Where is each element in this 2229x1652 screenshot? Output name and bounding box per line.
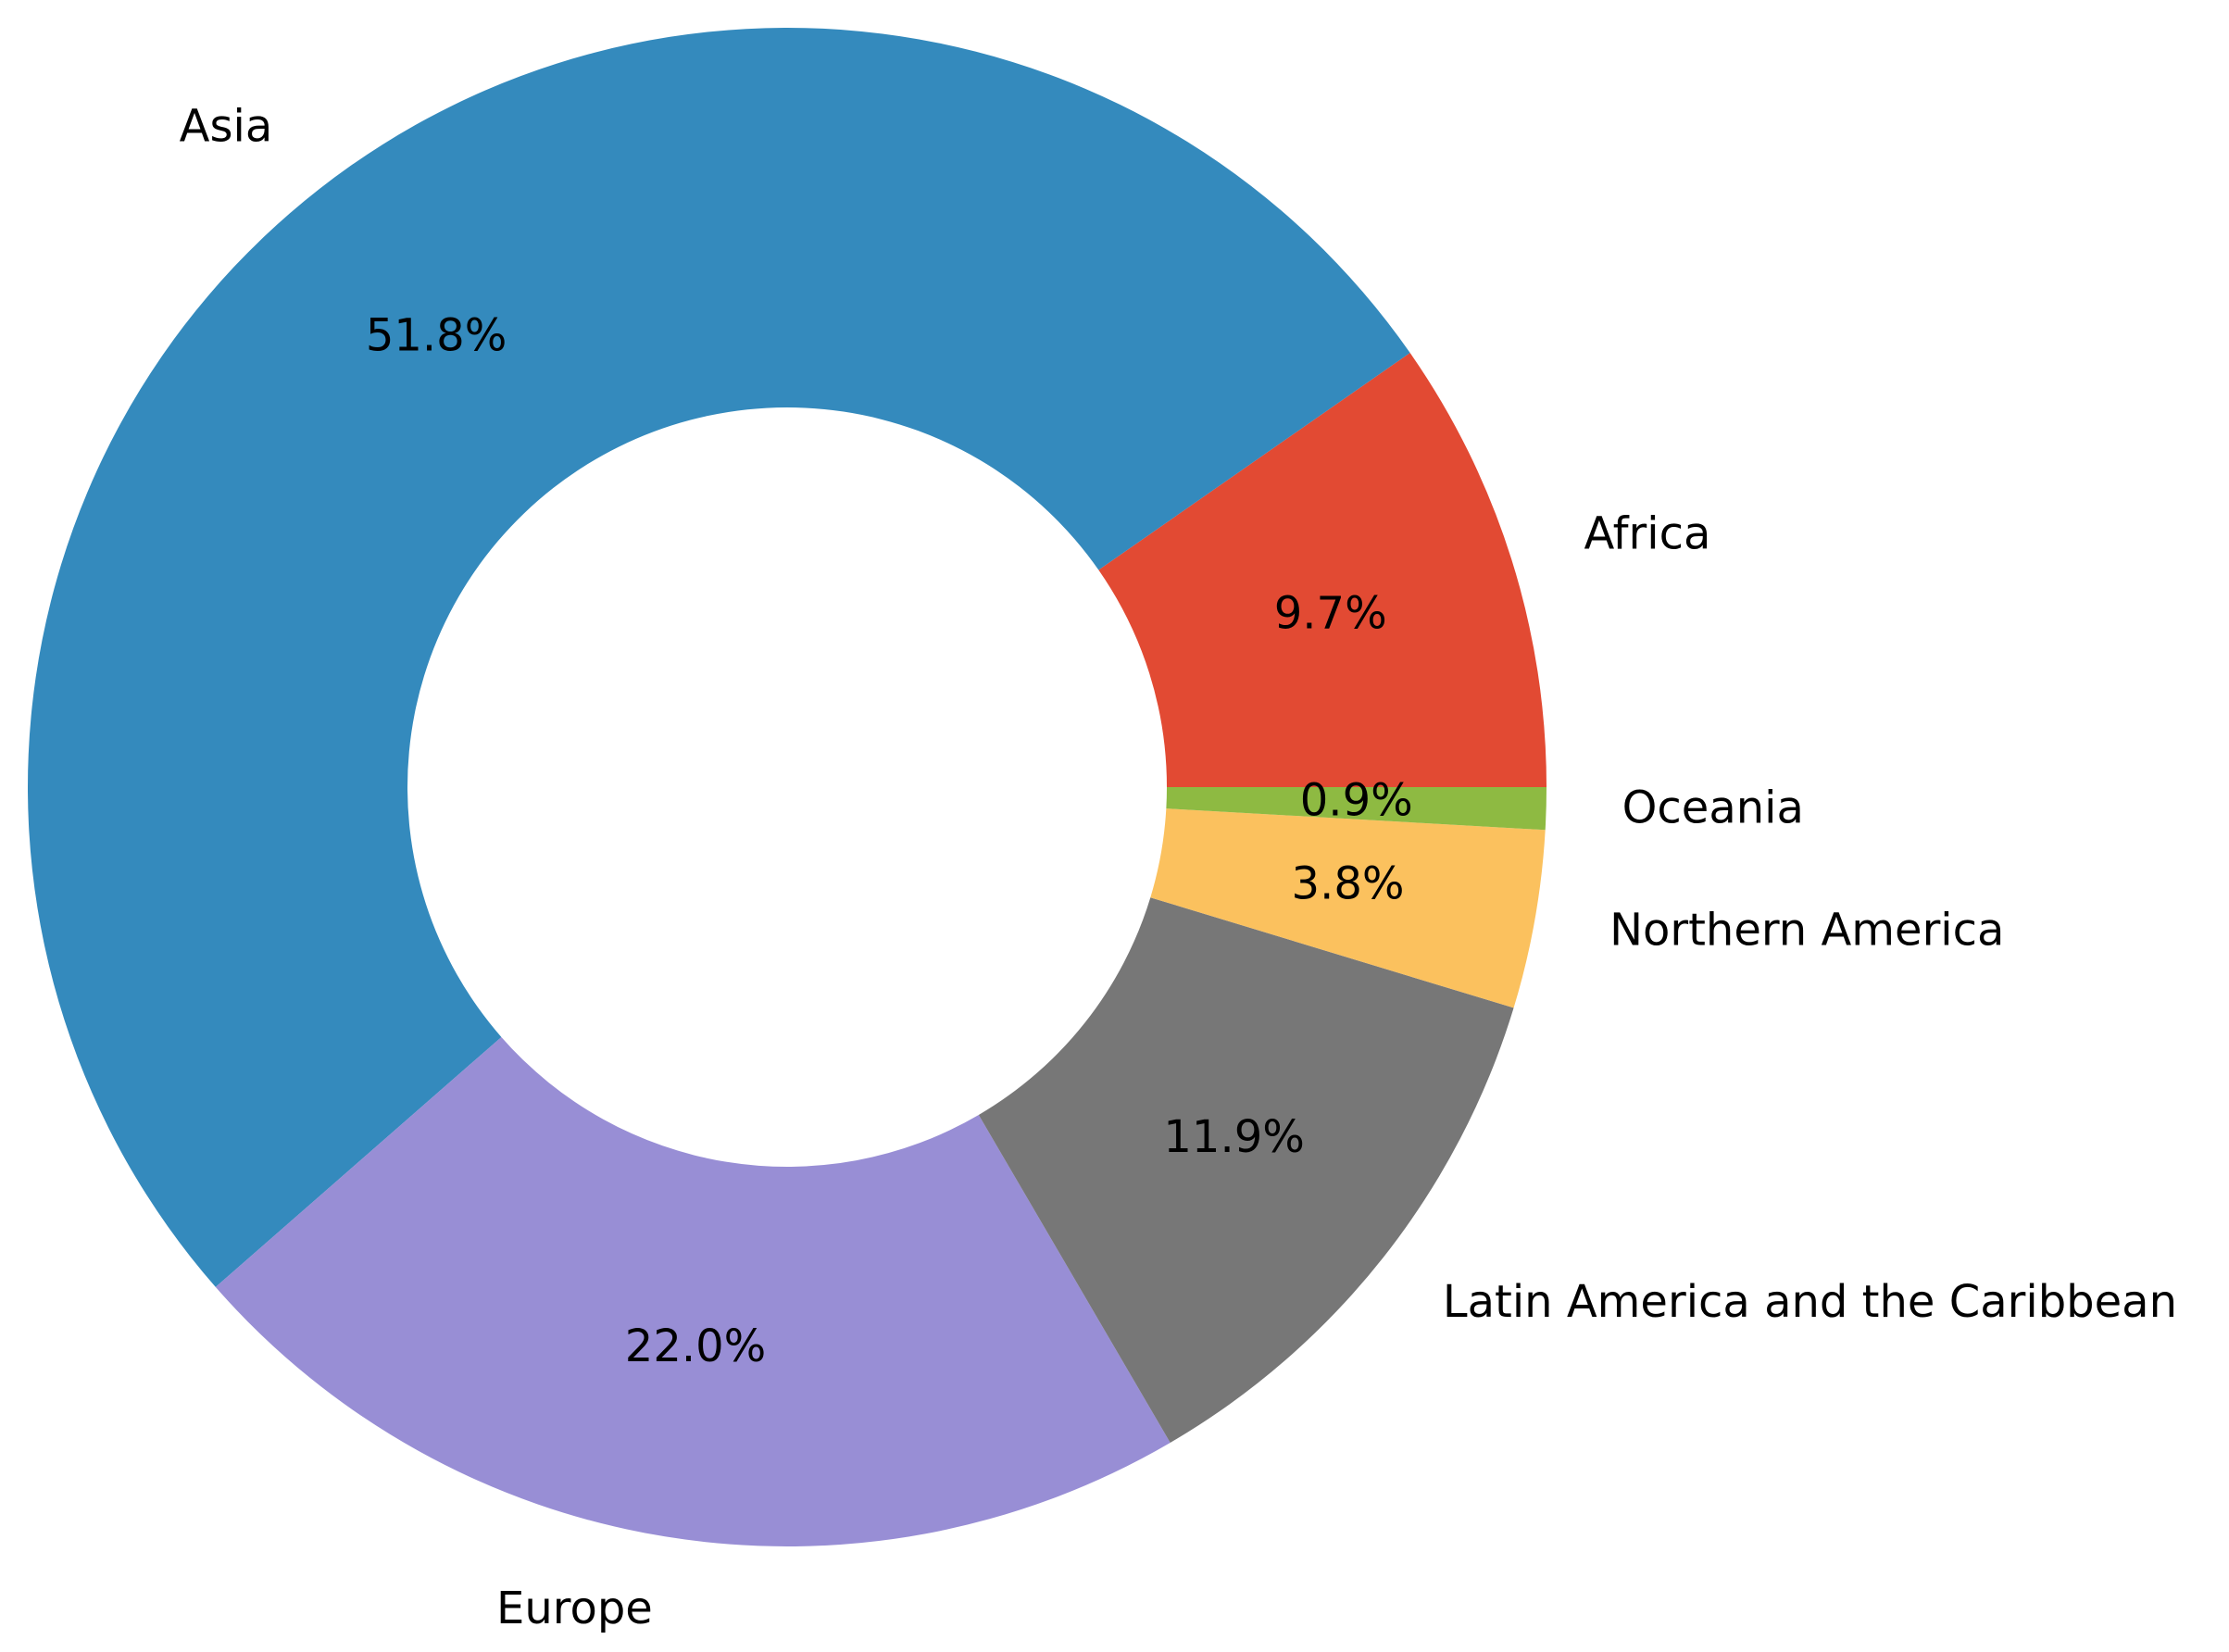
slice-northern-america: [1150, 808, 1546, 1008]
percentage-label-asia: 51.8%: [366, 310, 507, 362]
category-label-northern-america: Northern America: [1609, 905, 2004, 957]
slice-asia: [27, 27, 1410, 1287]
category-label-asia: Asia: [180, 101, 273, 153]
percentage-label-europe: 22.0%: [625, 1320, 766, 1372]
percentage-label-oceania: 0.9%: [1300, 774, 1413, 826]
category-label-latin-america-and-the-caribbean: Latin America and the Caribbean: [1443, 1276, 2177, 1328]
slice-africa: [1098, 353, 1547, 787]
slice-latin-america-and-the-caribbean: [978, 897, 1514, 1443]
category-label-africa: Africa: [1584, 508, 1711, 560]
slice-oceania: [1166, 787, 1547, 831]
category-labels: Africa Asia Europe Latin America and the Ca…: [180, 101, 2177, 1635]
category-label-europe: Europe: [496, 1583, 653, 1634]
percentage-labels: 9.7% 51.8% 22.0% 11.9% 3.8% 0.9%: [366, 310, 1413, 1372]
percentage-label-africa: 9.7%: [1274, 588, 1387, 640]
percentage-label-northern-america: 3.8%: [1292, 858, 1405, 910]
slice-europe: [215, 1036, 1171, 1546]
chart-slices: [27, 27, 1547, 1546]
percentage-label-latin-america-and-the-caribbean: 11.9%: [1163, 1111, 1304, 1163]
category-label-oceania: Oceania: [1622, 782, 1804, 833]
